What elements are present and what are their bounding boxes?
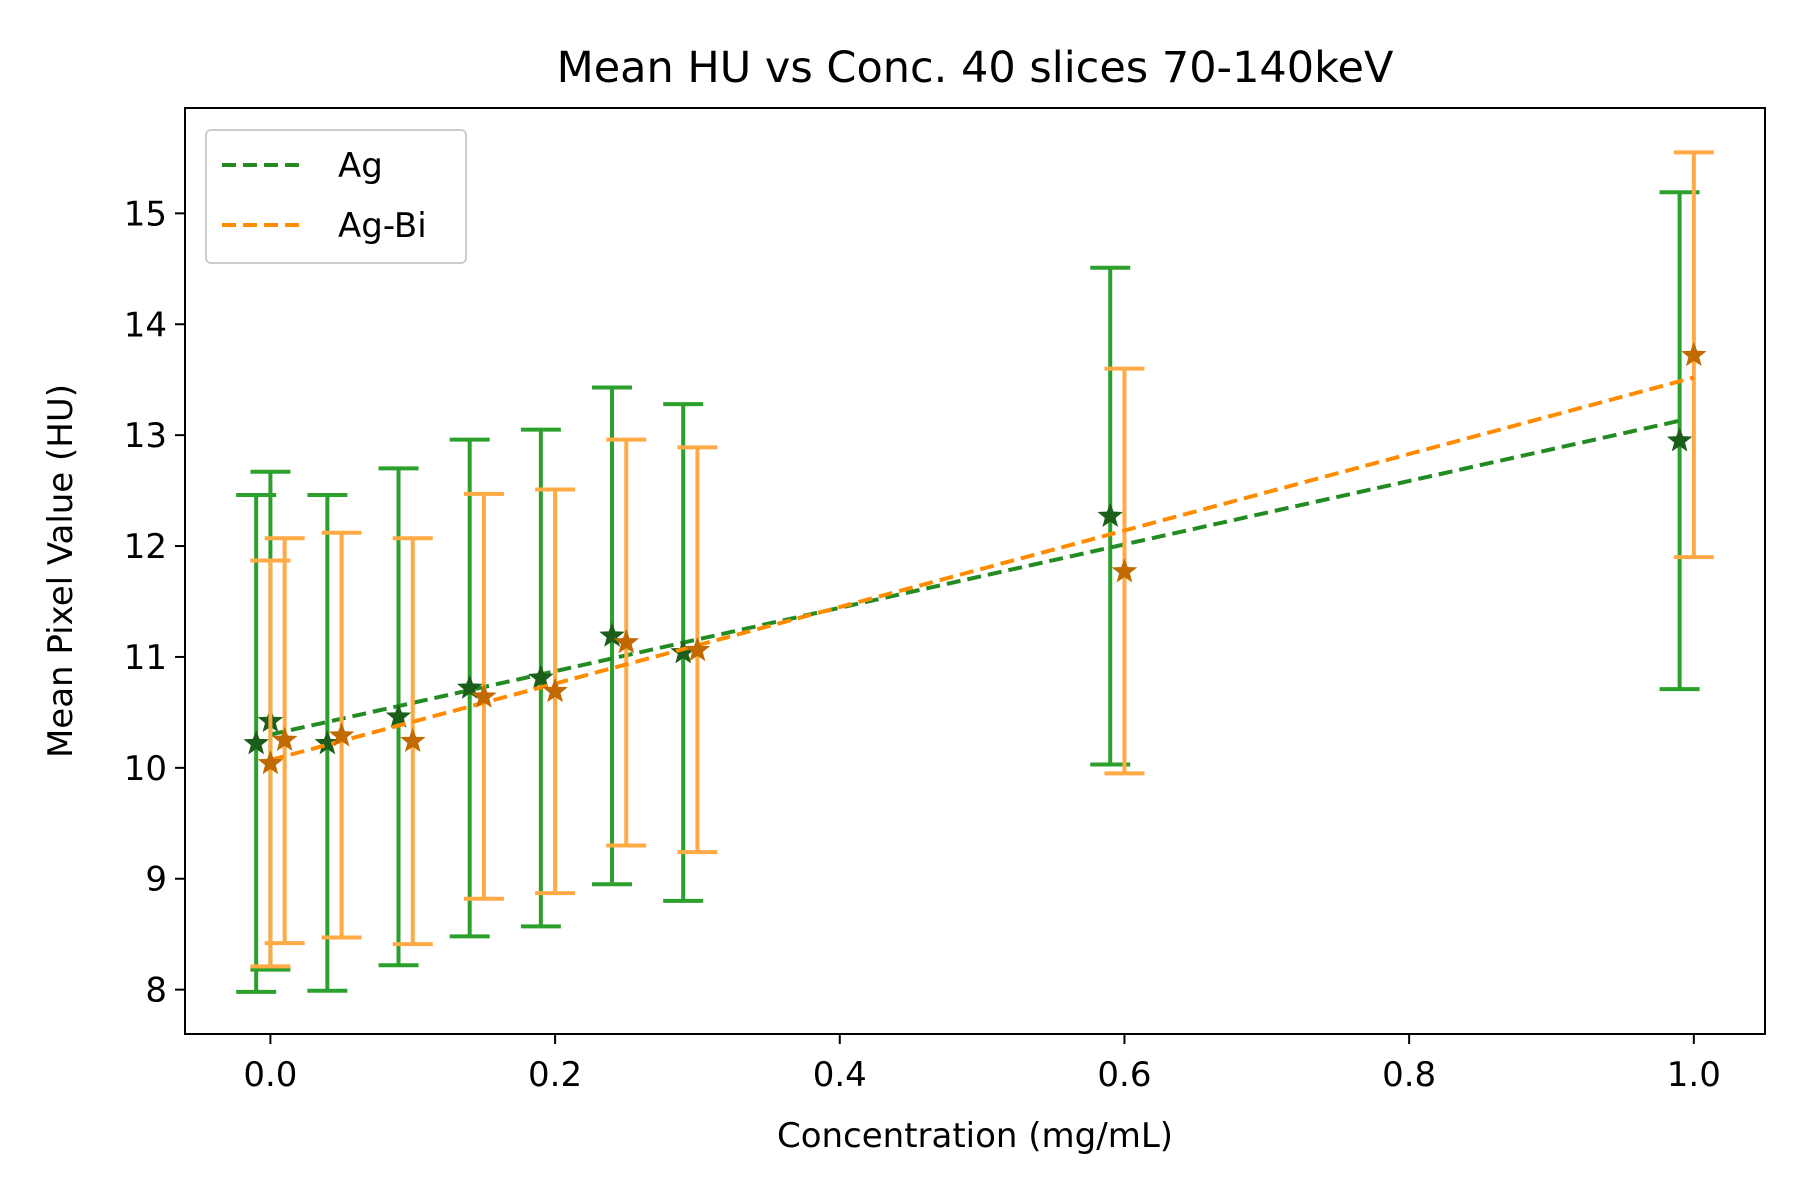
y-tick-label: 9 (145, 860, 167, 900)
data-point-star (456, 674, 483, 699)
x-tick-label: 0.2 (528, 1055, 582, 1095)
series-ag (236, 190, 1700, 994)
data-point-star (542, 677, 568, 703)
y-tick-label: 14 (124, 305, 167, 345)
data-point-star (1097, 502, 1123, 527)
y-tick-label: 11 (124, 638, 167, 678)
y-tick-label: 10 (124, 749, 167, 789)
y-axis: 8 9 10 11 12 13 14 15 (124, 194, 185, 1011)
fit-line (269, 418, 1681, 737)
x-axis-label: Concentration (mg/mL) (777, 1116, 1173, 1156)
x-tick-label: 0.4 (813, 1055, 867, 1095)
legend-label: Ag-Bi (338, 206, 427, 246)
data-point-star (599, 622, 625, 647)
data-point-star (399, 727, 426, 753)
data-point-star (243, 729, 269, 755)
data-point-star (328, 722, 355, 747)
data-point-star (271, 726, 298, 751)
x-tick-label: 0.8 (1382, 1055, 1436, 1095)
fit-line (269, 375, 1695, 763)
data-point-star (613, 629, 640, 654)
data-point-star (1666, 427, 1693, 452)
x-tick-label: 1.0 (1667, 1055, 1721, 1095)
series-ag-bi (250, 150, 1714, 969)
chart-title: Mean HU vs Conc. 40 slices 70-140keV (557, 43, 1394, 93)
y-tick-label: 15 (124, 194, 167, 234)
y-tick-label: 12 (124, 527, 167, 567)
legend: Ag Ag-Bi (205, 129, 467, 264)
data-point-star (528, 664, 554, 689)
plot-area-frame (184, 107, 1766, 1035)
data-point-star (1681, 341, 1707, 367)
x-tick-label: 0.0 (243, 1055, 297, 1095)
data-point-star (1111, 558, 1138, 583)
y-tick-label: 8 (145, 971, 167, 1011)
y-tick-label: 13 (124, 416, 167, 456)
data-point-star (471, 683, 497, 708)
y-axis-label: Mean Pixel Value (HU) (41, 384, 81, 758)
series-layer (236, 150, 1714, 994)
legend-label: Ag (338, 146, 383, 186)
data-point-star (257, 749, 284, 775)
data-point-star (684, 636, 711, 662)
x-tick-label: 0.6 (1097, 1055, 1151, 1095)
x-axis: 0.0 0.2 0.4 0.6 0.8 1.0 (243, 1034, 1721, 1095)
legend-box (205, 129, 467, 264)
data-point-star (385, 703, 412, 728)
